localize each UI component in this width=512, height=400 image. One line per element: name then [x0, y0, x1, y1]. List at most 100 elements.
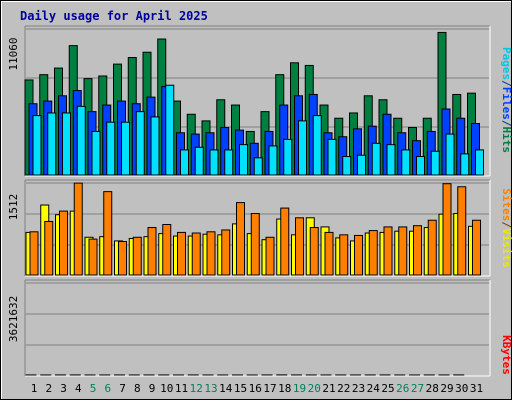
bar-sites-day-19: [295, 217, 304, 276]
x-axis-day-label: 23: [352, 382, 365, 395]
x-axis-day-label: 3: [60, 382, 67, 395]
x-axis-day-label: 20: [308, 382, 321, 395]
bar-pages-day-16: [253, 157, 263, 176]
legend-slash: /: [500, 221, 512, 228]
x-axis-day-label: 17: [263, 382, 276, 395]
x-axis-day-label: 22: [337, 382, 350, 395]
bar-pages-day-10: [165, 84, 175, 176]
x-axis-day-label: 27: [411, 382, 424, 395]
bar-pages-day-21: [327, 138, 337, 176]
panel-kbytes: [25, 280, 490, 376]
x-axis-day-label: 28: [426, 382, 439, 395]
bar-sites-day-18: [280, 207, 290, 276]
bar-sites-day-27: [413, 225, 422, 276]
panel-kbytes-ymax-label: 3621632: [7, 296, 20, 342]
legend-sites: Sites: [500, 188, 512, 221]
x-axis-day-label: 25: [381, 382, 394, 395]
x-axis-day-label: 11: [175, 382, 188, 395]
x-axis-day-label: 10: [160, 382, 173, 395]
bar-pages-day-31: [475, 149, 484, 176]
x-axis-day-label: 9: [149, 382, 156, 395]
bar-pages-day-25: [386, 144, 396, 176]
legend-slash: /: [500, 120, 512, 127]
bar-pages-day-12: [194, 146, 204, 176]
x-axis-day-label: 21: [322, 382, 335, 395]
x-axis-day-label: 6: [104, 382, 111, 395]
bar-sites-day-11: [177, 231, 186, 276]
bar-pages-day-29: [445, 133, 455, 176]
bar-pages-day-26: [401, 149, 411, 176]
x-axis-day-label: 15: [234, 382, 247, 395]
legend-pages: Pages: [500, 47, 512, 80]
panel-kbytes-legend-label: KBytes: [500, 335, 512, 375]
bar-sites-day-9: [147, 227, 157, 276]
bar-sites-day-12: [191, 232, 201, 276]
legend-visits: Visits: [500, 228, 512, 268]
legend-kbytes: KBytes: [500, 335, 512, 375]
bar-sites-day-7: [118, 241, 127, 276]
bar-pages-day-3: [62, 112, 71, 176]
bar-pages-day-22: [342, 156, 352, 176]
bar-sites-day-31: [472, 219, 481, 276]
bar-pages-day-20: [312, 115, 322, 176]
bar-pages-day-1: [32, 115, 42, 176]
bar-sites-day-1: [29, 231, 39, 276]
bar-sites-day-25: [383, 226, 393, 276]
x-axis-day-label: 7: [119, 382, 126, 395]
chart-title: Daily usage for April 2025: [20, 9, 208, 23]
x-axis-day-label: 16: [249, 382, 262, 395]
bar-sites-day-17: [265, 236, 275, 276]
bar-pages-day-27: [416, 156, 425, 176]
bar-pages-day-23: [357, 154, 366, 176]
x-axis-day-label: 8: [134, 382, 141, 395]
x-axis-day-label: 4: [75, 382, 82, 395]
bar-sites-day-4: [73, 182, 83, 276]
bar-pages-day-6: [106, 121, 116, 176]
bar-pages-day-28: [430, 150, 440, 176]
bar-pages-day-14: [224, 149, 234, 176]
x-axis-day-label: 1: [31, 382, 38, 395]
bar-pages-day-30: [460, 153, 470, 176]
x-axis-day-label: 13: [204, 382, 217, 395]
x-axis-day-label: 26: [396, 382, 409, 395]
x-axis-day-label: 5: [90, 382, 97, 395]
bar-pages-day-17: [268, 145, 278, 176]
x-axis-day-label: 2: [45, 382, 52, 395]
bar-sites-day-24: [368, 230, 378, 276]
bar-pages-day-13: [209, 149, 219, 176]
bar-pages-day-24: [371, 142, 381, 176]
bar-sites-day-5: [88, 238, 98, 276]
bar-sites-day-14: [221, 229, 231, 276]
bar-sites-day-10: [162, 223, 172, 276]
bar-pages-day-2: [47, 112, 57, 176]
x-axis-day-label: 31: [470, 382, 483, 395]
bar-sites-day-13: [206, 231, 216, 276]
x-axis-day-label: 29: [440, 382, 453, 395]
bar-sites-day-16: [250, 213, 260, 276]
bar-pages-day-18: [283, 138, 293, 176]
legend-hits: Hits: [500, 127, 512, 154]
bar-sites-day-6: [103, 191, 113, 276]
bar-sites-day-20: [309, 227, 319, 276]
bar-sites-day-28: [427, 219, 437, 276]
bar-sites-day-22: [339, 234, 349, 276]
bar-pages-day-5: [91, 130, 101, 176]
bar-sites-day-26: [398, 226, 408, 276]
bar-pages-day-4: [76, 105, 86, 176]
x-axis-day-label: 19: [293, 382, 306, 395]
bar-sites-day-21: [324, 231, 334, 276]
x-axis-day-label: 24: [367, 382, 381, 395]
bar-sites-day-15: [236, 202, 245, 276]
bar-pages-day-11: [180, 149, 189, 176]
x-axis-day-label: 18: [278, 382, 291, 395]
bar-sites-day-3: [59, 210, 68, 276]
bar-pages-day-7: [121, 121, 130, 176]
bar-pages-day-19: [298, 120, 307, 176]
bar-sites-day-2: [44, 220, 54, 276]
panel-hits-files-pages-legend-label: Pages/Files/Hits: [500, 47, 512, 153]
legend-files: Files: [500, 87, 512, 120]
bar-pages-day-8: [135, 111, 145, 176]
x-axis-day-label: 12: [190, 382, 203, 395]
panel-hits-files-pages-ymax-label: 11060: [7, 37, 20, 70]
